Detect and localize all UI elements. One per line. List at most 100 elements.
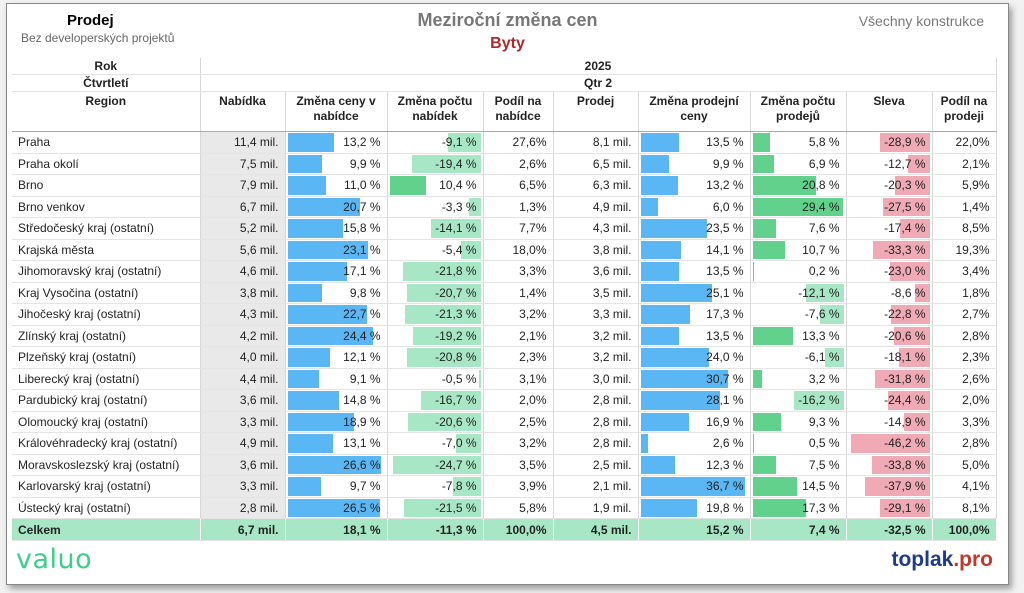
discount: -46,2 %	[846, 432, 933, 455]
price-change-sale-value: 23,5 %	[706, 221, 744, 236]
region-name[interactable]: Moravskoslezský kraj (ostatní)	[12, 454, 201, 476]
table-row: Jihomoravský kraj (ostatní) 4,6 mil. 17,1 …	[12, 260, 997, 283]
count-change-offer-value: -14,1 %	[435, 221, 477, 236]
region-name[interactable]: Zlínský kraj (ostatní)	[12, 325, 201, 347]
price-change-sale-bar	[640, 477, 745, 496]
count-change-offer-value: -19,2 %	[435, 328, 477, 343]
supply-value: 4,6 mil.	[200, 260, 286, 283]
discount-bar	[879, 498, 930, 517]
share-offer-value: 18,0%	[483, 239, 554, 261]
col-header-discount[interactable]: Sleva	[846, 91, 933, 132]
price-change-sale-value: 13,2 %	[706, 178, 744, 193]
price-change-sale-value: 13,5 %	[706, 135, 744, 150]
region-name[interactable]: Praha okolí	[12, 153, 201, 175]
count-change-sale-value: 17,3 %	[802, 500, 840, 515]
count-change-offer-bar	[448, 133, 481, 152]
price-change-offer-bar	[287, 176, 326, 195]
count-change-sale: 10,7 %	[750, 239, 847, 261]
discount-value: -33,3 %	[884, 242, 926, 257]
quarter-value: Qtr 2	[200, 74, 997, 92]
price-change-sale: 25,1 %	[638, 282, 751, 304]
discount: -22,8 %	[846, 303, 933, 326]
count-change-sale-value: 9,3 %	[808, 414, 840, 429]
discount-bar	[887, 391, 930, 410]
share-sales-value: 2,6%	[932, 368, 997, 390]
region-name[interactable]: Krajská města	[12, 239, 201, 261]
supply-value: 11,4 mil.	[200, 131, 286, 154]
col-header-share-offer[interactable]: Podíl na nabídce	[483, 91, 554, 132]
discount: -8,6 %	[846, 282, 933, 304]
col-header-share-sales[interactable]: Podíl na prodeji	[932, 91, 997, 132]
discount-value: -14,9 %	[884, 414, 926, 429]
price-change-offer-value: 9,7 %	[349, 479, 381, 494]
share-sales-value: 2,1%	[932, 153, 997, 175]
discount-value: -17,4 %	[884, 221, 926, 236]
price-change-offer: 17,1 %	[285, 260, 388, 283]
count-change-sale: -16,2 %	[750, 389, 847, 412]
supply-value: 5,2 mil.	[200, 217, 286, 240]
report-subtitle: Byty	[490, 35, 525, 52]
region-name[interactable]: Jihomoravský kraj (ostatní)	[12, 260, 201, 283]
col-header-supply[interactable]: Nabídka	[200, 91, 286, 132]
col-header-region[interactable]: Region	[12, 91, 201, 132]
discount: -12,7 %	[846, 153, 933, 175]
total-count-change-offer: -11,3 %	[387, 518, 484, 541]
price-change-offer: 14,8 %	[285, 389, 388, 412]
price-change-offer: 12,1 %	[285, 346, 388, 369]
price-change-offer: 11,0 %	[285, 174, 388, 197]
price-change-sale: 16,9 %	[638, 411, 751, 433]
count-change-offer-value: -24,7 %	[435, 457, 477, 472]
discount-bar	[899, 219, 930, 238]
col-header-price-change-sale[interactable]: Změna prodejní ceny	[638, 91, 751, 132]
region-name[interactable]: Brno	[12, 174, 201, 197]
region-name[interactable]: Pardubický kraj (ostatní)	[12, 389, 201, 412]
region-name[interactable]: Středočeský kraj (ostatní)	[12, 217, 201, 240]
section-title: Prodej	[67, 12, 114, 29]
price-change-offer: 23,1 %	[285, 239, 388, 261]
region-name[interactable]: Karlovarský kraj (ostatní)	[12, 475, 201, 498]
discount-bar	[914, 283, 930, 302]
price-change-offer-bar	[287, 262, 348, 281]
region-name[interactable]: Ústecký kraj (ostatní)	[12, 497, 201, 519]
region-name[interactable]: Královéhradecký kraj (ostatní)	[12, 432, 201, 455]
count-change-sale-value: 6,9 %	[808, 156, 840, 171]
count-change-sale: 9,3 %	[750, 411, 847, 433]
sales-value: 2,8 mil.	[553, 411, 639, 433]
share-offer-value: 27,6%	[483, 131, 554, 154]
price-change-offer-bar	[287, 477, 322, 496]
count-change-offer-bar	[455, 434, 481, 453]
section-subtitle: Bez developerských projektů	[21, 31, 175, 45]
region-name[interactable]: Liberecký kraj (ostatní)	[12, 368, 201, 390]
region-name[interactable]: Olomoucký kraj (ostatní)	[12, 411, 201, 433]
col-header-sales[interactable]: Prodej	[553, 91, 639, 132]
col-header-price-change-offer[interactable]: Změna ceny v nabídce	[285, 91, 388, 132]
count-change-sale: -6,1 %	[750, 346, 847, 369]
count-change-offer: -21,8 %	[387, 260, 484, 283]
region-name[interactable]: Kraj Vysočina (ostatní)	[12, 282, 201, 304]
region-name[interactable]: Brno venkov	[12, 196, 201, 218]
supply-value: 7,9 mil.	[200, 174, 286, 197]
region-name[interactable]: Praha	[12, 131, 201, 154]
region-name[interactable]: Jihočeský kraj (ostatní)	[12, 303, 201, 326]
share-offer-value: 5,8%	[483, 497, 554, 519]
col-header-count-change-offer[interactable]: Změna počtu nabídek	[387, 91, 484, 132]
construction-filter[interactable]: Všechny konstrukce	[858, 13, 984, 29]
price-change-offer-bar	[287, 369, 320, 388]
sales-value: 3,6 mil.	[553, 260, 639, 283]
region-name[interactable]: Plzeňský kraj (ostatní)	[12, 346, 201, 369]
toplak-logo-main: toplak	[891, 548, 954, 571]
count-change-sale-value: 10,7 %	[802, 242, 840, 257]
share-sales-value: 2,7%	[932, 303, 997, 326]
count-change-sale-value: -6,1 %	[804, 350, 840, 365]
discount-value: -28,9 %	[884, 135, 926, 150]
price-change-offer-value: 17,1 %	[343, 264, 381, 279]
price-change-sale-value: 14,1 %	[706, 242, 744, 257]
supply-value: 3,8 mil.	[200, 282, 286, 304]
col-header-count-change-sale[interactable]: Změna počtu prodejů	[750, 91, 847, 132]
toplak-logo[interactable]: toplak.pro	[891, 548, 993, 572]
discount-bar	[890, 262, 930, 281]
supply-value: 4,3 mil.	[200, 303, 286, 326]
valuo-logo[interactable]: valuo	[16, 544, 93, 575]
price-change-sale-bar	[640, 219, 708, 238]
supply-value: 3,6 mil.	[200, 389, 286, 412]
